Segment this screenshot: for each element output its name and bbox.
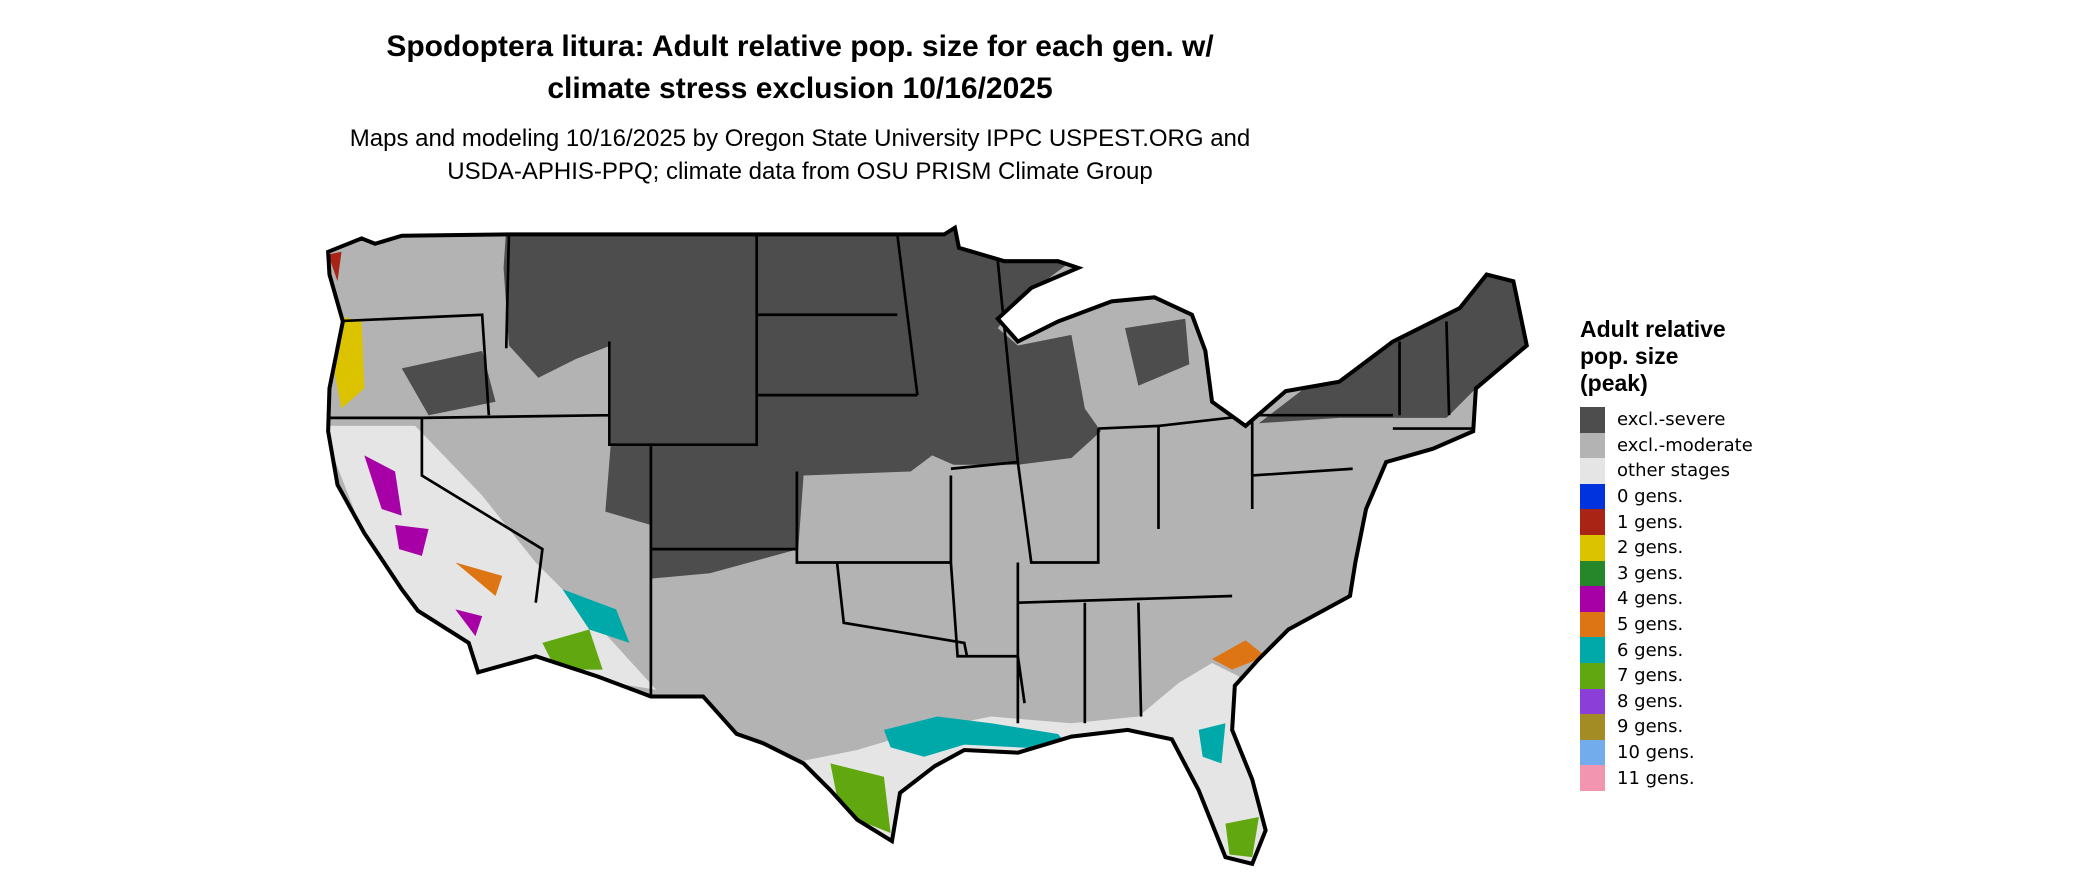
legend-label: 8 gens.	[1617, 690, 1684, 712]
title-line-1: Spodoptera litura: Adult relative pop. s…	[386, 30, 1214, 63]
legend-item: 9 gens.	[1580, 714, 1753, 740]
legend-item: 8 gens.	[1580, 688, 1753, 715]
map-title: Spodoptera litura: Adult relative pop. s…	[0, 26, 1600, 110]
legend-item: excl.-moderate	[1580, 432, 1753, 459]
legend-item: 5 gens.	[1580, 611, 1753, 638]
legend-label: 9 gens.	[1617, 716, 1684, 738]
legend-label: 10 gens.	[1617, 742, 1695, 764]
legend-title: Adult relative pop. size (peak)	[1580, 316, 1753, 397]
legend-swatch	[1580, 534, 1605, 561]
legend-swatch	[1580, 586, 1605, 612]
legend-swatch	[1580, 765, 1605, 791]
other-stages-west	[328, 425, 657, 690]
subtitle-line-2: USDA-APHIS-PPQ; climate data from OSU PR…	[447, 158, 1153, 185]
legend-label: 6 gens.	[1617, 639, 1684, 661]
subtitle-line-1: Maps and modeling 10/16/2025 by Oregon S…	[349, 125, 1251, 152]
legend-title-line: (peak)	[1580, 370, 1648, 396]
legend-item: 6 gens.	[1580, 637, 1753, 663]
legend-swatch	[1580, 739, 1605, 766]
excl-severe-region-michigan	[1125, 318, 1190, 386]
legend-swatch	[1580, 560, 1605, 587]
legend-label: 1 gens.	[1617, 511, 1684, 533]
state-borders	[328, 234, 1474, 724]
legend-item: other stages	[1580, 458, 1753, 484]
legend-label: 3 gens.	[1617, 562, 1684, 584]
legend-label: excl.-moderate	[1617, 434, 1753, 456]
map-subtitle: Maps and modeling 10/16/2025 by Oregon S…	[0, 122, 1600, 188]
legend-item: 1 gens.	[1580, 509, 1753, 535]
legend-item: 4 gens.	[1580, 586, 1753, 612]
legend-item: 3 gens.	[1580, 560, 1753, 587]
legend-label: excl.-severe	[1617, 409, 1726, 431]
one-gens-area	[328, 251, 342, 282]
legend-swatch	[1580, 407, 1605, 433]
legend-label: 11 gens.	[1617, 767, 1695, 789]
legend-label: other stages	[1617, 460, 1731, 482]
legend-item: 0 gens.	[1580, 483, 1753, 510]
four-gens-area	[364, 455, 483, 637]
legend-swatch	[1580, 637, 1605, 663]
legend-swatch	[1580, 483, 1605, 510]
legend-swatch	[1580, 432, 1605, 459]
excl-severe-region-north	[503, 227, 1101, 579]
legend-swatch	[1580, 714, 1605, 740]
legend-label: 5 gens.	[1617, 614, 1684, 636]
legend-label: 4 gens.	[1617, 588, 1684, 610]
legend-title-line: pop. size	[1580, 343, 1679, 369]
legend-item: 11 gens.	[1580, 765, 1753, 791]
other-stages-gulf	[790, 662, 1270, 864]
legend-items: excl.-severe excl.-moderate other stages 0 …	[1580, 407, 1753, 791]
excl-severe-region-idaho	[401, 350, 496, 416]
legend-item: excl.-severe	[1580, 407, 1753, 433]
excl-severe-region-northeast	[1258, 267, 1527, 424]
legend-item: 2 gens.	[1580, 534, 1753, 561]
six-gens-area	[562, 589, 1226, 764]
legend-item: 7 gens.	[1580, 662, 1753, 689]
legend-label: 0 gens.	[1617, 486, 1684, 508]
legend-label: 7 gens.	[1617, 665, 1684, 687]
legend-swatch	[1580, 688, 1605, 715]
title-line-2: climate stress exclusion 10/16/2025	[547, 72, 1053, 105]
legend-swatch	[1580, 458, 1605, 484]
legend-title-line: Adult relative	[1580, 316, 1726, 342]
legend: Adult relative pop. size (peak) excl.-se…	[1580, 316, 1753, 791]
legend-swatch	[1580, 509, 1605, 535]
legend-item: 10 gens.	[1580, 739, 1753, 766]
legend-swatch	[1580, 611, 1605, 638]
legend-label: 2 gens.	[1617, 537, 1684, 559]
legend-swatch	[1580, 662, 1605, 689]
